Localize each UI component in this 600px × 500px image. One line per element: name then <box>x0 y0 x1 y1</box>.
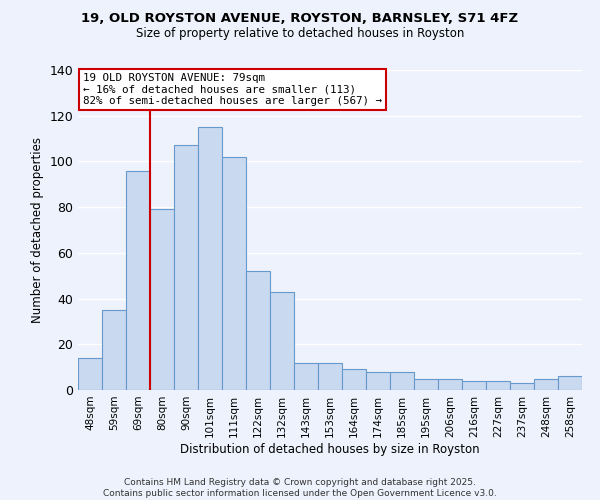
Bar <box>318 362 342 390</box>
Bar <box>174 146 198 390</box>
Bar <box>438 378 462 390</box>
Text: 19 OLD ROYSTON AVENUE: 79sqm
← 16% of detached houses are smaller (113)
82% of s: 19 OLD ROYSTON AVENUE: 79sqm ← 16% of de… <box>83 73 382 106</box>
Bar <box>510 383 534 390</box>
Bar <box>270 292 294 390</box>
Bar <box>294 362 318 390</box>
Bar <box>462 381 486 390</box>
Bar <box>246 271 270 390</box>
Bar <box>126 170 150 390</box>
Bar <box>486 381 510 390</box>
Bar <box>390 372 414 390</box>
Text: Contains HM Land Registry data © Crown copyright and database right 2025.
Contai: Contains HM Land Registry data © Crown c… <box>103 478 497 498</box>
Bar <box>558 376 582 390</box>
Bar <box>102 310 126 390</box>
X-axis label: Distribution of detached houses by size in Royston: Distribution of detached houses by size … <box>180 442 480 456</box>
Bar <box>222 157 246 390</box>
Bar <box>150 210 174 390</box>
Y-axis label: Number of detached properties: Number of detached properties <box>31 137 44 323</box>
Text: 19, OLD ROYSTON AVENUE, ROYSTON, BARNSLEY, S71 4FZ: 19, OLD ROYSTON AVENUE, ROYSTON, BARNSLE… <box>82 12 518 26</box>
Bar <box>342 370 366 390</box>
Bar <box>366 372 390 390</box>
Text: Size of property relative to detached houses in Royston: Size of property relative to detached ho… <box>136 28 464 40</box>
Bar <box>198 127 222 390</box>
Bar <box>414 378 438 390</box>
Bar <box>534 378 558 390</box>
Bar <box>78 358 102 390</box>
